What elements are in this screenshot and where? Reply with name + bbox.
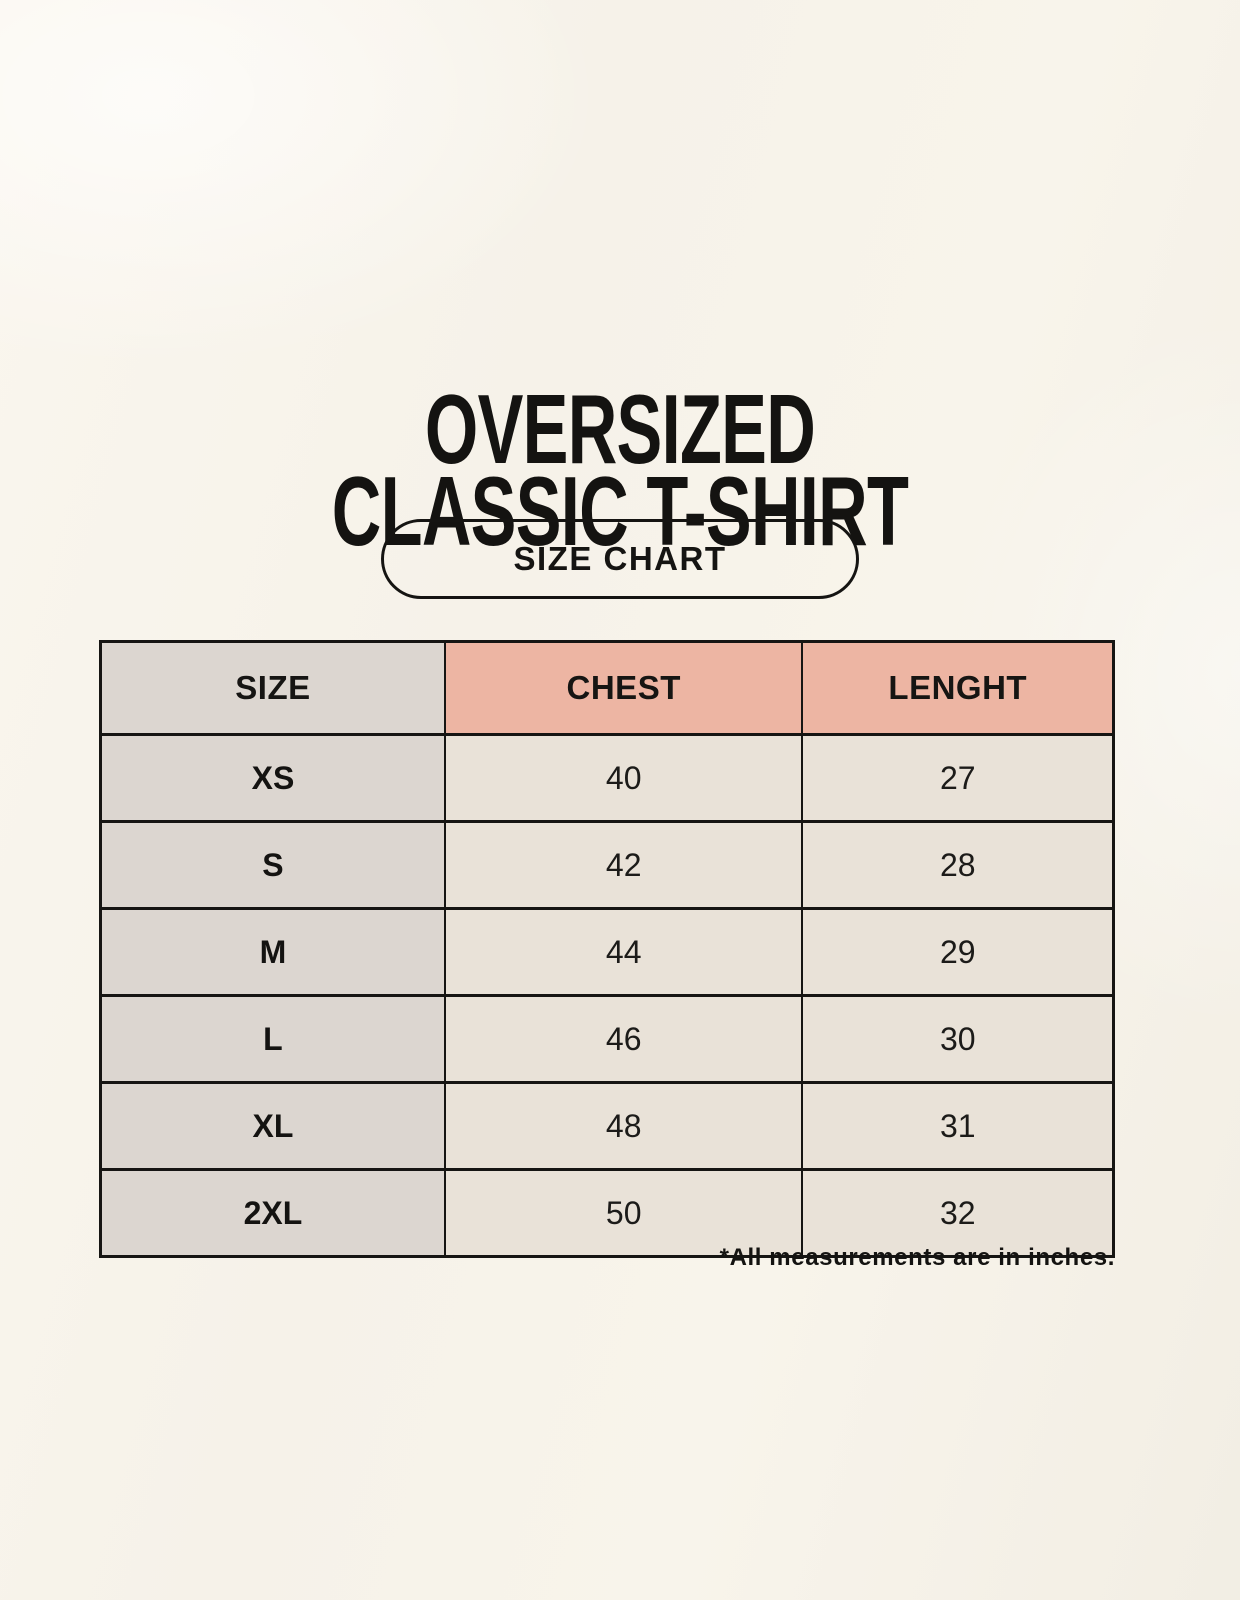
title-line-1: OVERSIZED — [424, 373, 816, 484]
length-cell: 32 — [801, 1168, 1115, 1258]
measurements-footnote: *All measurements are in inches. — [719, 1244, 1115, 1271]
table-body: XS 40 27 S 42 28 M 44 29 L 46 30 XL 48 31 2XL 50 32 — [99, 733, 1115, 1258]
chest-cell: 44 — [443, 907, 804, 997]
table-row: XS 40 27 — [99, 733, 1115, 823]
size-cell: XS — [99, 733, 446, 823]
column-header-chest: CHEST — [443, 640, 804, 736]
size-cell: XL — [99, 1081, 446, 1171]
length-cell: 30 — [801, 994, 1115, 1084]
length-cell: 31 — [801, 1081, 1115, 1171]
table-header-row: SIZE CHEST LENGHT — [99, 640, 1115, 736]
chest-cell: 42 — [443, 820, 804, 910]
column-header-size: SIZE — [99, 640, 446, 736]
size-cell: L — [99, 994, 446, 1084]
length-cell: 27 — [801, 733, 1115, 823]
chest-cell: 48 — [443, 1081, 804, 1171]
page-title: OVERSIZED CLASSIC T-SHIRT — [186, 380, 1054, 560]
table-row: XL 48 31 — [99, 1081, 1115, 1171]
length-cell: 28 — [801, 820, 1115, 910]
chest-cell: 46 — [443, 994, 804, 1084]
table-row: L 46 30 — [99, 994, 1115, 1084]
title-line-2: CLASSIC T-SHIRT — [331, 455, 909, 566]
size-cell: M — [99, 907, 446, 997]
size-cell: 2XL — [99, 1168, 446, 1258]
size-chart-table: SIZE CHEST LENGHT XS 40 27 S 42 28 M 44 29 L 46 30 X… — [99, 640, 1115, 1258]
size-chart-button-label: SIZE CHART — [513, 540, 727, 577]
table-row: S 42 28 — [99, 820, 1115, 910]
length-cell: 29 — [801, 907, 1115, 997]
size-chart-button[interactable]: SIZE CHART — [381, 519, 859, 599]
chest-cell: 50 — [443, 1168, 804, 1258]
table-row: M 44 29 — [99, 907, 1115, 997]
column-header-length: LENGHT — [801, 640, 1115, 736]
chest-cell: 40 — [443, 733, 804, 823]
table-row: 2XL 50 32 — [99, 1168, 1115, 1258]
size-cell: S — [99, 820, 446, 910]
